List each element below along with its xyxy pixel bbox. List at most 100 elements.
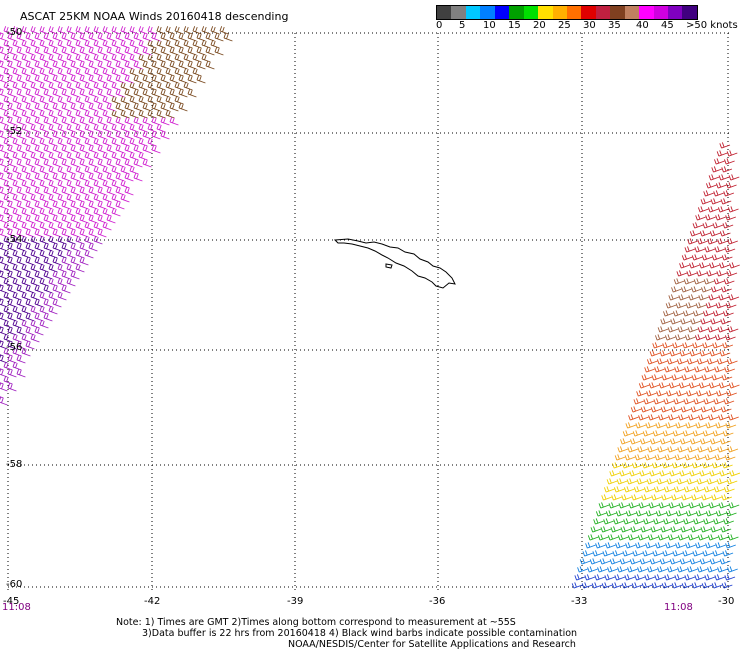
wind-barb	[660, 318, 672, 325]
wind-barb	[30, 320, 40, 329]
wind-barb	[106, 47, 116, 56]
wind-barb	[21, 334, 31, 343]
wind-barb	[111, 124, 121, 133]
wind-barb	[84, 124, 94, 133]
wind-barb	[713, 310, 724, 317]
wind-barb	[661, 494, 673, 501]
wind-barb	[12, 292, 22, 301]
wind-barb	[708, 414, 719, 421]
wind-barb	[106, 89, 116, 98]
wind-barb	[710, 438, 721, 445]
wind-barb	[0, 382, 4, 385]
wind-barb	[210, 26, 220, 35]
wind-barb	[707, 566, 718, 573]
wind-barb	[25, 313, 35, 322]
wind-barb	[124, 131, 134, 140]
wind-barb	[66, 152, 76, 161]
wind-barb	[129, 54, 139, 63]
wind-barb	[196, 33, 206, 42]
wind-barb	[25, 243, 35, 252]
wind-barb	[129, 96, 139, 105]
wind-barb	[21, 96, 31, 105]
wind-barb	[160, 61, 170, 70]
wind-barb	[75, 124, 85, 133]
wind-barb	[643, 518, 654, 525]
wind-barb	[697, 238, 708, 245]
wind-barb	[693, 278, 705, 285]
wind-barb	[187, 89, 197, 98]
wind-barb	[603, 518, 614, 525]
colorbar-swatch	[509, 6, 524, 19]
wind-barb	[21, 348, 31, 357]
wind-barb	[684, 454, 696, 461]
lat-label: -58	[6, 459, 23, 470]
wind-barb	[7, 103, 17, 112]
wind-barb	[654, 366, 665, 373]
wind-barb	[183, 40, 193, 49]
wind-barb	[721, 254, 733, 261]
wind-barb	[124, 33, 134, 42]
wind-barb	[12, 110, 22, 119]
wind-barb	[52, 215, 62, 224]
wind-barb	[93, 82, 103, 91]
wind-barb	[151, 103, 161, 112]
wind-barb	[717, 206, 729, 213]
wind-barb	[88, 33, 98, 42]
wind-barb	[43, 313, 53, 322]
wind-barb	[597, 566, 608, 573]
wind-barb	[147, 82, 157, 91]
wind-barb	[138, 82, 148, 91]
wind-barb	[675, 510, 687, 517]
wind-barb	[7, 89, 17, 98]
wind-barb	[66, 250, 76, 259]
wind-barb	[724, 158, 735, 165]
wind-barb	[719, 558, 731, 565]
wind-barb	[70, 145, 80, 154]
wind-barb	[0, 312, 4, 315]
wind-barb	[174, 82, 184, 91]
wind-barb	[647, 534, 659, 541]
wind-barb	[3, 334, 13, 343]
wind-barb	[663, 398, 675, 405]
wind-barb	[7, 369, 17, 378]
lat-label: -50	[6, 27, 23, 38]
wind-barb	[3, 152, 13, 161]
wind-barb	[156, 54, 166, 63]
wind-barb	[657, 534, 669, 541]
wind-barb	[12, 194, 22, 203]
wind-barb	[714, 454, 726, 461]
wind-barb	[717, 238, 728, 245]
wind-barb	[57, 194, 67, 203]
wind-barb	[192, 40, 202, 49]
wind-barb	[115, 187, 125, 196]
wind-barb	[25, 61, 35, 70]
wind-barb	[52, 61, 62, 70]
wind-barb	[129, 152, 139, 161]
wind-barb	[638, 382, 650, 389]
wind-barb	[34, 145, 44, 154]
wind-barb	[640, 526, 652, 533]
wind-barb	[668, 502, 680, 509]
wind-barb	[661, 374, 673, 381]
wind-barb	[160, 75, 170, 84]
wind-barb	[705, 214, 716, 221]
wind-barb	[30, 124, 40, 133]
colorbar-swatch	[653, 6, 668, 19]
wind-barb	[70, 159, 80, 168]
wind-barb	[695, 302, 707, 309]
wind-barb	[48, 292, 58, 301]
wind-barb	[115, 75, 125, 84]
wind-barb	[705, 302, 717, 309]
wind-barb	[12, 334, 22, 343]
wind-barb	[43, 299, 53, 308]
wind-barb	[21, 208, 31, 217]
wind-barb	[61, 243, 71, 252]
wind-barb	[727, 446, 739, 453]
wind-barb	[156, 82, 166, 91]
wind-barb	[52, 285, 62, 294]
south-georgia-island-coastline	[333, 238, 456, 289]
wind-barb	[66, 278, 76, 287]
wind-barb	[684, 366, 695, 373]
wind-barb	[723, 398, 735, 405]
